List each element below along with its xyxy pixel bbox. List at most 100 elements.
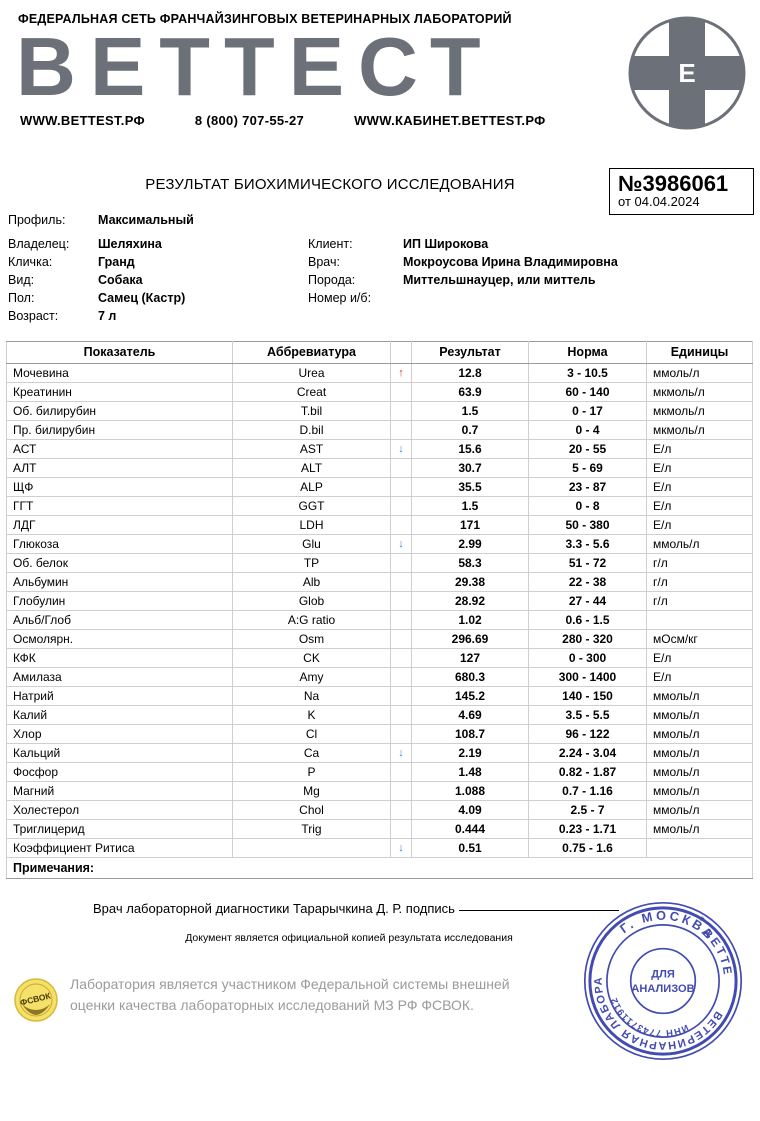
cell-abbreviation: Glu [232, 534, 391, 554]
letterhead-tagline: ФЕДЕРАЛЬНАЯ СЕТЬ ФРАНЧАЙЗИНГОВЫХ ВЕТЕРИН… [18, 12, 512, 26]
cell-indicator: Коэффициент Ритиса [6, 838, 233, 858]
cell-abbreviation: Creat [232, 382, 391, 402]
cell-indicator: Кальций [6, 743, 233, 763]
case-number-label: Номер и/б: [308, 291, 372, 305]
cell-units: мкмоль/л [646, 401, 753, 421]
cell-indicator: Магний [6, 781, 233, 801]
cell-flag-none [390, 477, 412, 497]
footer: Врач лабораторной диагностики Тарарычкин… [0, 896, 760, 1121]
official-copy-note: Документ является официальной копией рез… [185, 932, 513, 944]
patient-info: Профиль: Максимальный Владелец: Шеляхина… [8, 213, 760, 327]
notes-label: Примечания: [6, 857, 753, 879]
header-units: Единицы [646, 341, 753, 364]
age-value: 7 л [98, 309, 117, 323]
cell-units: ммоль/л [646, 781, 753, 801]
brand-emblem-icon: Е [628, 16, 746, 130]
owner-value: Шеляхина [98, 237, 162, 251]
cell-norm: 0.7 - 1.16 [528, 781, 647, 801]
cell-abbreviation: A:G ratio [232, 610, 391, 630]
cell-units: Е/л [646, 439, 753, 459]
cell-units: г/л [646, 572, 753, 592]
signature-line: Врач лабораторной диагностики Тарарычкин… [93, 901, 760, 916]
cell-indicator: Креатинин [6, 382, 233, 402]
cell-flag-none [390, 724, 412, 744]
cell-indicator: КФК [6, 648, 233, 668]
cell-indicator: Об. билирубин [6, 401, 233, 421]
cell-units: г/л [646, 553, 753, 573]
info-row-age: Возраст: 7 л [8, 309, 760, 327]
breed-value: Миттельшнауцер, или миттель [403, 273, 596, 287]
cell-norm: 300 - 1400 [528, 667, 647, 687]
cell-norm: 0.82 - 1.87 [528, 762, 647, 782]
cell-norm: 280 - 320 [528, 629, 647, 649]
header-abbreviation: Аббревиатура [232, 341, 391, 364]
table-row: Натрий Na 145.2 140 - 150 ммоль/л [6, 686, 753, 706]
cell-norm: 0 - 17 [528, 401, 647, 421]
cell-norm: 3.5 - 5.5 [528, 705, 647, 725]
cell-indicator: Глюкоза [6, 534, 233, 554]
cell-result: 1.48 [411, 762, 529, 782]
cell-norm: 0 - 4 [528, 420, 647, 440]
cell-norm: 140 - 150 [528, 686, 647, 706]
table-row: КФК CK 127 0 - 300 Е/л [6, 648, 753, 668]
fsvok-note-line2: оценки качества лабораторных исследовани… [70, 997, 474, 1013]
cell-norm: 60 - 140 [528, 382, 647, 402]
cell-result: 58.3 [411, 553, 529, 573]
sex-value: Самец (Кастр) [98, 291, 186, 305]
cell-indicator: АСТ [6, 439, 233, 459]
cell-abbreviation: Glob [232, 591, 391, 611]
cell-flag-none [390, 591, 412, 611]
fsvok-note: Лаборатория является участником Федераль… [70, 974, 510, 1016]
letterhead: ФЕДЕРАЛЬНАЯ СЕТЬ ФРАНЧАЙЗИНГОВЫХ ВЕТЕРИН… [0, 0, 760, 152]
table-row: Глюкоза Glu ↓ 2.99 3.3 - 5.6 ммоль/л [6, 534, 753, 554]
cell-result: 145.2 [411, 686, 529, 706]
document-number-box: №3986061 от 04.04.2024 [609, 168, 754, 216]
signature-rule [458, 910, 619, 911]
table-header-row: Показатель Аббревиатура Результат Норма … [6, 341, 753, 364]
cell-flag-none [390, 686, 412, 706]
cell-norm: 0 - 8 [528, 496, 647, 516]
cell-flag-none [390, 762, 412, 782]
cell-indicator: Альб/Глоб [6, 610, 233, 630]
cell-units: мкмоль/л [646, 382, 753, 402]
cell-flag-none [390, 458, 412, 478]
info-row-nickname: Кличка: Гранд Врач: Мокроусова Ирина Вла… [8, 255, 760, 273]
cell-abbreviation: ALT [232, 458, 391, 478]
cell-units: ммоль/л [646, 686, 753, 706]
cell-units: ммоль/л [646, 705, 753, 725]
cell-units [646, 838, 753, 858]
cell-units: ммоль/л [646, 743, 753, 763]
cell-result: 63.9 [411, 382, 529, 402]
cell-abbreviation: GGT [232, 496, 391, 516]
cell-indicator: ЩФ [6, 477, 233, 497]
cell-flag-none [390, 572, 412, 592]
table-row: Фосфор P 1.48 0.82 - 1.87 ммоль/л [6, 762, 753, 782]
document-number: №3986061 [618, 171, 729, 196]
flag-high-icon: ↑ [390, 363, 412, 383]
breed-label: Порода: [308, 273, 356, 287]
contact-phone: 8 (800) 707-55-27 [194, 112, 305, 128]
table-row: Кальций Ca ↓ 2.19 2.24 - 3.04 ммоль/л [6, 743, 753, 763]
cell-units: мкмоль/л [646, 420, 753, 440]
cell-abbreviation: Ca [232, 743, 391, 763]
cell-indicator: АЛТ [6, 458, 233, 478]
cell-units: ммоль/л [646, 762, 753, 782]
cell-flag-none [390, 610, 412, 630]
profile-label: Профиль: [8, 213, 66, 227]
cell-norm: 2.5 - 7 [528, 800, 647, 820]
header-flag [390, 341, 412, 364]
profile-value: Максимальный [98, 213, 194, 227]
client-label: Клиент: [308, 237, 353, 251]
cell-norm: 3.3 - 5.6 [528, 534, 647, 554]
table-row: АЛТ ALT 30.7 5 - 69 Е/л [6, 458, 753, 478]
page-title: РЕЗУЛЬТАТ БИОХИМИЧЕСКОГО ИССЛЕДОВАНИЯ [145, 176, 515, 193]
cell-result: 2.99 [411, 534, 529, 554]
doctor-value: Мокроусова Ирина Владимировна [403, 255, 618, 269]
cell-norm: 3 - 10.5 [528, 363, 647, 383]
cell-units: Е/л [646, 477, 753, 497]
info-row-owner: Владелец: Шеляхина Клиент: ИП Широкова [8, 237, 760, 255]
fsvok-badge-icon: ФСВОК [14, 978, 58, 1022]
cell-indicator: Глобулин [6, 591, 233, 611]
emblem-letter: Е [678, 58, 695, 88]
cell-norm: 5 - 69 [528, 458, 647, 478]
